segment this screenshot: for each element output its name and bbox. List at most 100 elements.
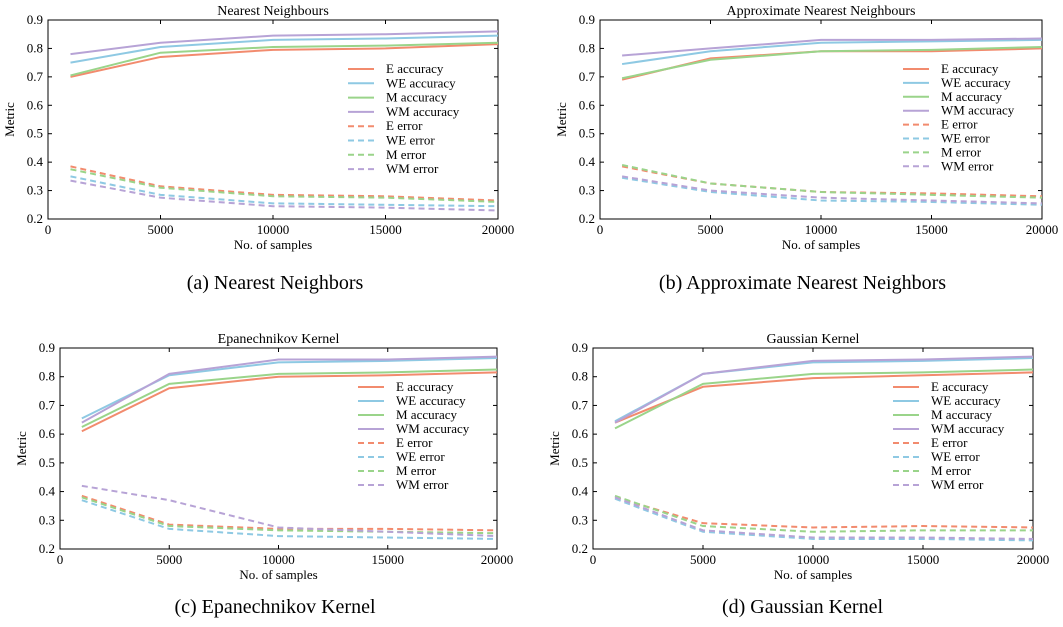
series-line-m-error — [621, 164, 1043, 199]
chart-d: 0.2 0.3 0.4 0.5 0.6 0.7 0.8 0.9 0 5000 10000 15000 2… — [547, 332, 1049, 582]
y-axis-label: Metric — [14, 431, 29, 466]
x-tick-label: 15000 — [369, 222, 402, 237]
legend-label: M error — [931, 463, 972, 478]
y-tick-label: 0.2 — [27, 211, 43, 226]
series-line-we-error — [621, 176, 1043, 206]
legend-label: WE accuracy — [386, 75, 456, 90]
y-tick-label: 0.5 — [27, 126, 43, 141]
legend-label: WM accuracy — [941, 103, 1015, 118]
y-tick-label: 0.6 — [579, 97, 596, 112]
x-axis-label: No. of samples — [782, 237, 860, 252]
legend-label: WE error — [396, 449, 445, 464]
y-tick-label: 0.7 — [572, 397, 589, 412]
x-axis-label: No. of samples — [774, 567, 852, 582]
series-line-m-accuracy — [81, 368, 498, 428]
x-tick-label: 0 — [590, 552, 597, 567]
y-tick-label: 0.5 — [572, 455, 588, 470]
series-line-wm-error — [621, 175, 1043, 205]
legend-label: WM error — [396, 477, 449, 492]
y-tick-label: 0.5 — [39, 455, 55, 470]
legend-label: E error — [386, 118, 423, 133]
legend-label: E accuracy — [931, 379, 989, 394]
legend-label: WE accuracy — [931, 393, 1001, 408]
series-line-we-error — [70, 175, 499, 208]
x-tick-label: 0 — [597, 222, 604, 237]
y-tick-label: 0.3 — [39, 512, 55, 527]
x-tick-label: 20000 — [482, 222, 515, 237]
x-tick-label: 10000 — [257, 222, 290, 237]
legend-label: WM accuracy — [931, 421, 1005, 436]
series-line-wm-accuracy — [81, 355, 498, 424]
legend-label: M accuracy — [941, 89, 1002, 104]
x-tick-label: 10000 — [797, 552, 830, 567]
series-line-wm-error — [70, 179, 499, 212]
caption-a: (a) Nearest Neighbors — [186, 272, 364, 294]
x-tick-label: 20000 — [1026, 222, 1059, 237]
chart-panel-d: 0.2 0.3 0.4 0.5 0.6 0.7 0.8 0.9 0 5000 10000 15000 2… — [545, 325, 1060, 585]
series-line-e-accuracy — [81, 371, 498, 433]
series-line-wm-accuracy — [70, 30, 499, 56]
y-tick-label: 0.8 — [572, 369, 588, 384]
y-tick-label: 0.6 — [572, 426, 589, 441]
y-tick-label: 0.8 — [39, 369, 55, 384]
y-tick-label: 0.2 — [39, 541, 55, 556]
legend-label: E error — [941, 117, 978, 132]
legend-label: M error — [396, 463, 437, 478]
chart-panel-a: 0.2 0.3 0.4 0.5 0.6 0.7 0.8 0.9 0 5000 10000 15000 2… — [0, 0, 520, 260]
legend-label: E error — [931, 435, 968, 450]
x-tick-label: 5000 — [156, 552, 182, 567]
legend-label: WE accuracy — [396, 393, 466, 408]
chart-title: Epanechnikov Kernel — [218, 332, 340, 347]
series-line-wm-accuracy — [614, 355, 1034, 424]
chart-title: Nearest Neighbours — [217, 4, 329, 19]
caption-c: (c) Epanechnikov Kernel — [174, 596, 376, 618]
series-line-wm-error — [614, 496, 1034, 540]
chart-title: Gaussian Kernel — [767, 332, 860, 347]
series-line-m-accuracy — [621, 46, 1043, 80]
series-line-e-error — [81, 494, 498, 532]
y-tick-label: 0.9 — [39, 340, 55, 355]
x-tick-label: 15000 — [372, 552, 405, 567]
series-line-m-error — [70, 168, 499, 203]
series-line-wm-accuracy — [622, 37, 1043, 57]
series-line-e-accuracy — [70, 43, 499, 78]
legend-label: E accuracy — [941, 61, 999, 76]
legend-label: M accuracy — [931, 407, 992, 422]
x-axis-label: No. of samples — [234, 237, 312, 252]
legend-label: WE accuracy — [941, 75, 1011, 90]
legend-label: WM accuracy — [396, 421, 470, 436]
legend-label: M accuracy — [386, 90, 447, 105]
y-tick-label: 0.5 — [579, 126, 595, 141]
y-axis-label: Metric — [554, 102, 569, 137]
y-tick-label: 0.9 — [27, 12, 43, 27]
x-axis-label: No. of samples — [239, 567, 317, 582]
x-tick-label: 15000 — [915, 222, 948, 237]
x-tick-label: 5000 — [690, 552, 716, 567]
legend-label: WM error — [931, 477, 984, 492]
series-line-m-error — [81, 496, 498, 535]
chart-b: 0.2 0.3 0.4 0.5 0.6 0.7 0.8 0.9 0 5000 10000 15000 2… — [554, 4, 1059, 252]
legend-label: M error — [386, 147, 427, 162]
caption-d: (d) Gaussian Kernel — [721, 596, 884, 618]
series-line-we-error — [614, 497, 1034, 542]
y-axis-label: Metric — [2, 102, 17, 137]
x-tick-label: 20000 — [481, 552, 514, 567]
series-line-e-error — [614, 496, 1034, 529]
y-tick-label: 0.3 — [579, 183, 595, 198]
series-line-m-error — [614, 494, 1033, 533]
chart-a: 0.2 0.3 0.4 0.5 0.6 0.7 0.8 0.9 0 5000 10000 15000 2… — [2, 4, 515, 252]
y-tick-label: 0.4 — [572, 484, 589, 499]
y-tick-label: 0.4 — [39, 484, 56, 499]
x-tick-label: 10000 — [262, 552, 295, 567]
legend-label: E error — [396, 435, 433, 450]
y-tick-label: 0.8 — [579, 40, 595, 55]
y-axis-label: Metric — [547, 431, 562, 466]
caption-b: (b) Approximate Nearest Neighbors — [658, 272, 947, 294]
legend-label: E accuracy — [386, 61, 444, 76]
legend-label: M accuracy — [396, 407, 457, 422]
legend-label: M error — [941, 144, 982, 159]
legend-label: WE error — [941, 131, 990, 146]
